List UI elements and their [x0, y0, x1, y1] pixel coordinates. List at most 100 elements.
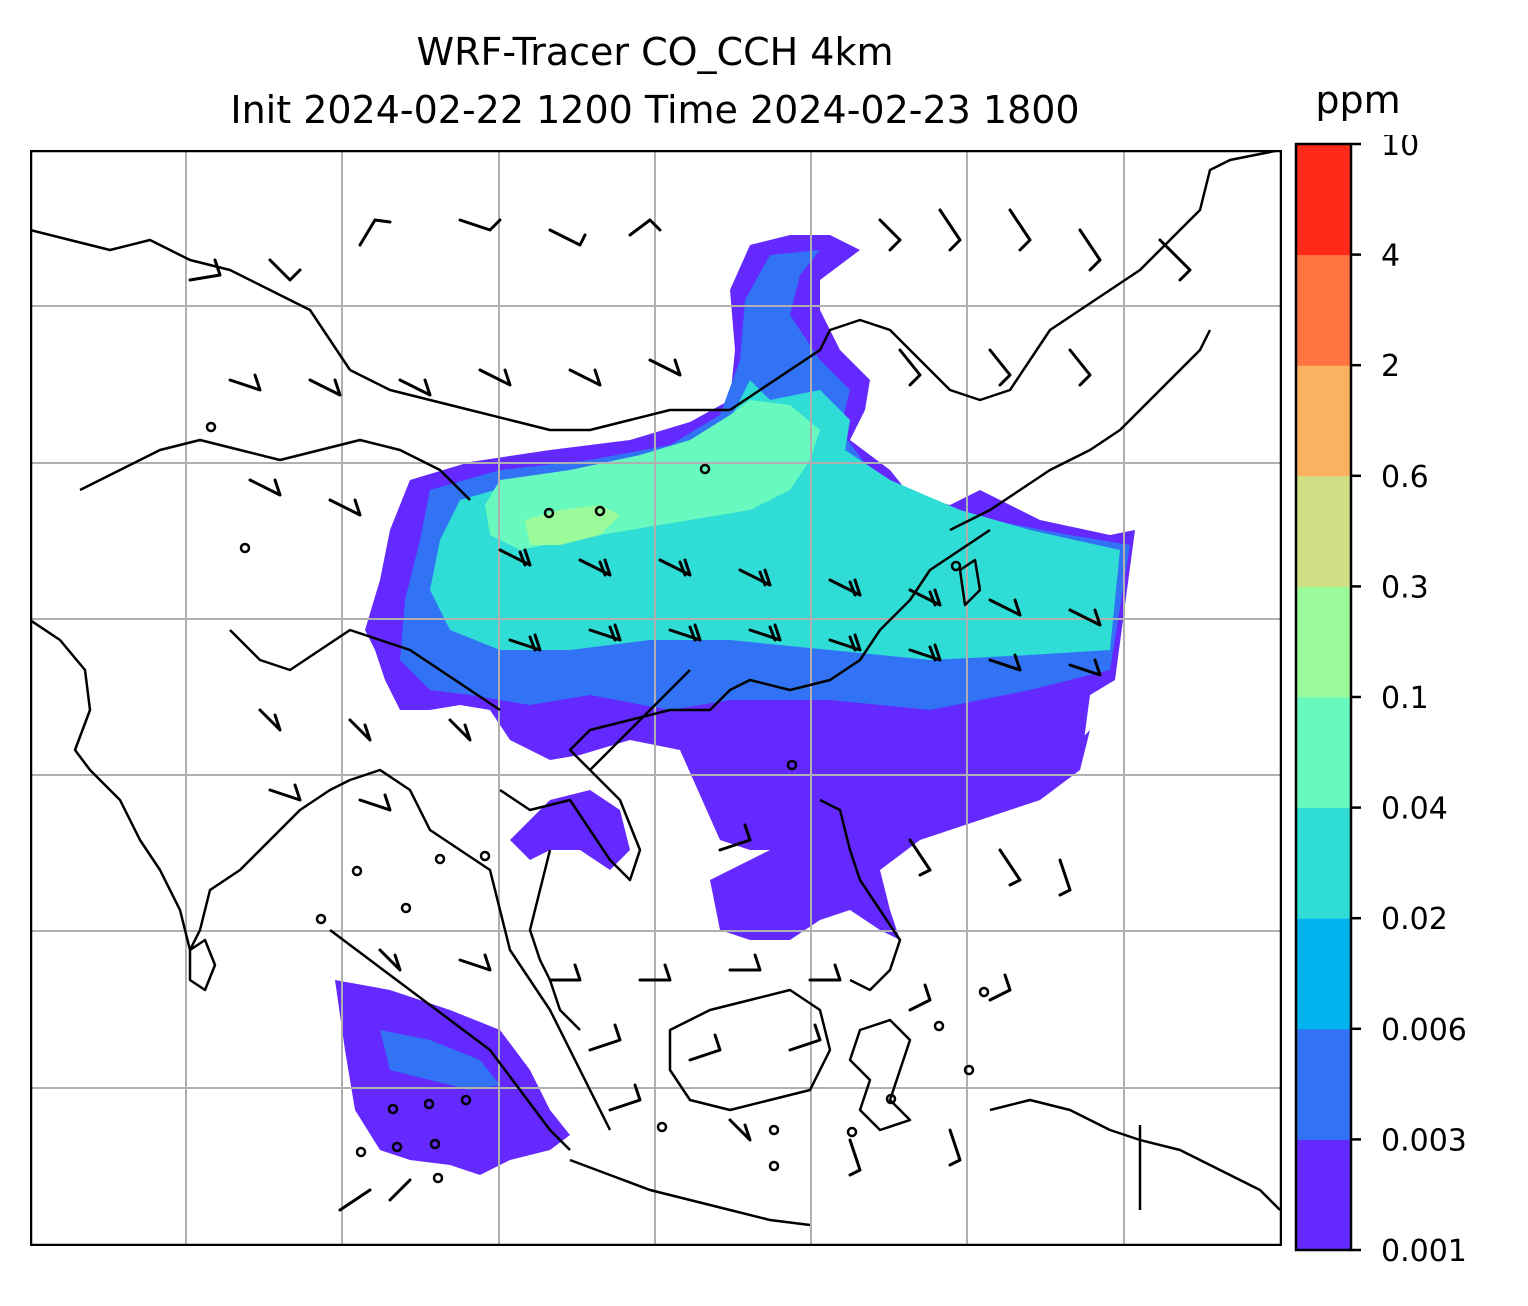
wind-barb	[1008, 208, 1032, 252]
wind-barb	[398, 378, 432, 397]
wind-barb	[1068, 608, 1102, 627]
coastline-sri-lanka	[188, 938, 217, 992]
calm-marker	[768, 1124, 780, 1136]
border-inner-3	[349, 368, 730, 432]
border-inner-1	[79, 438, 471, 501]
colorbar-tick-label: 0.001	[1381, 1234, 1467, 1269]
wind-barb	[378, 948, 402, 972]
wind-barb	[828, 633, 862, 652]
calm-marker	[423, 1098, 435, 1110]
calm-marker	[434, 853, 446, 865]
wind-barb	[878, 218, 902, 252]
calm-marker	[479, 850, 491, 862]
calm-marker	[315, 913, 327, 925]
colorbar-band	[1296, 918, 1351, 1030]
wind-barb	[568, 368, 602, 387]
coastline-bay-of-bengal	[349, 768, 612, 1131]
colorbar: 0.001 0.003 0.006 0.02 0.04 0.1 0.3 0.6 2 4 10	[1294, 135, 1467, 1269]
plume-south-china-sea	[710, 730, 1090, 940]
calm-marker	[699, 463, 711, 475]
wind-barb	[348, 718, 372, 742]
calm-marker	[786, 759, 798, 771]
calm-marker	[391, 1141, 403, 1153]
wind-barb	[628, 218, 662, 237]
coastline-china-north	[729, 150, 1281, 412]
wind-barb	[1068, 658, 1102, 677]
colorbar-band	[1296, 1139, 1351, 1251]
calm-marker	[963, 1064, 975, 1076]
wind-barb	[258, 708, 282, 732]
wind-barb	[268, 258, 302, 282]
wind-barb	[988, 653, 1022, 672]
coastline-sumatra	[329, 929, 571, 1151]
coastline-java	[569, 1158, 811, 1227]
wind-barbs	[188, 208, 1192, 1212]
map-panel	[30, 150, 1282, 1246]
wind-barb	[808, 963, 842, 982]
colorbar-band	[1296, 254, 1351, 366]
wind-barb	[588, 623, 622, 642]
wind-barb	[728, 1118, 752, 1142]
wind-barb	[898, 348, 922, 387]
wind-barb	[728, 953, 762, 972]
wind-barb	[458, 218, 502, 232]
coastlines	[30, 150, 1281, 1227]
wind-barb	[338, 1178, 412, 1212]
wind-barb	[638, 963, 672, 982]
map-subtitle: Init 2024-02-22 1200 Time 2024-02-23 180…	[230, 88, 1080, 132]
coastline-taiwan	[958, 558, 982, 607]
calm-marker	[205, 421, 217, 433]
wind-barb	[948, 1128, 962, 1167]
coastline-borneo	[668, 988, 832, 1112]
colorbar-unit-label: ppm	[1315, 78, 1401, 122]
calm-marker	[460, 1094, 472, 1106]
wind-barb	[578, 558, 612, 577]
calm-marker	[239, 542, 251, 554]
calm-marker	[400, 902, 412, 914]
coastline-indochina	[499, 528, 991, 882]
wind-barb	[1068, 348, 1092, 387]
calm-marker	[351, 865, 363, 877]
wind-barb	[478, 368, 512, 387]
coastline-malay-peninsula	[528, 849, 581, 1031]
calm-marker	[656, 1121, 668, 1133]
calm-marker	[950, 560, 962, 572]
wind-barb	[498, 548, 532, 567]
colorbar-tick-label: 2	[1381, 349, 1400, 384]
calm-marker	[768, 1160, 780, 1172]
wind-barb	[688, 1033, 722, 1062]
colorbar-band	[1296, 144, 1351, 256]
wind-barb	[458, 953, 492, 972]
colorbar-tick-label: 4	[1381, 239, 1400, 274]
wind-barb	[1058, 858, 1072, 897]
wind-barb	[908, 643, 942, 662]
wind-barb	[718, 823, 752, 852]
wind-barb	[738, 568, 772, 587]
wind-barb	[988, 973, 1012, 1002]
wind-barb	[588, 1023, 622, 1052]
calm-marker	[355, 1146, 367, 1158]
calm-marker	[885, 1093, 897, 1105]
calm-marker	[846, 1126, 858, 1138]
colorbar-tick-label: 10	[1381, 135, 1419, 163]
wind-barb	[998, 848, 1022, 887]
wind-barb	[828, 578, 862, 597]
calm-markers	[205, 421, 990, 1184]
colorbar-ticks: 0.001 0.003 0.006 0.02 0.04 0.1 0.3 0.6 2 4 10	[1351, 135, 1467, 1269]
calm-marker	[429, 1138, 441, 1150]
calm-marker	[387, 1103, 399, 1115]
wind-barb	[1078, 228, 1102, 272]
wind-barb	[988, 598, 1022, 617]
wind-barb	[988, 348, 1012, 387]
wind-barb	[268, 783, 302, 802]
calm-marker	[978, 986, 990, 998]
plume-indochina	[510, 790, 630, 870]
wind-barb	[788, 1023, 822, 1052]
wind-barb	[648, 358, 682, 377]
border-inner-2	[30, 228, 352, 371]
wind-barb	[658, 558, 692, 577]
border-inner-4	[229, 628, 501, 712]
wind-barb	[328, 498, 362, 517]
colorbar-tick-label: 0.3	[1381, 570, 1429, 605]
wind-barb	[848, 1138, 862, 1177]
